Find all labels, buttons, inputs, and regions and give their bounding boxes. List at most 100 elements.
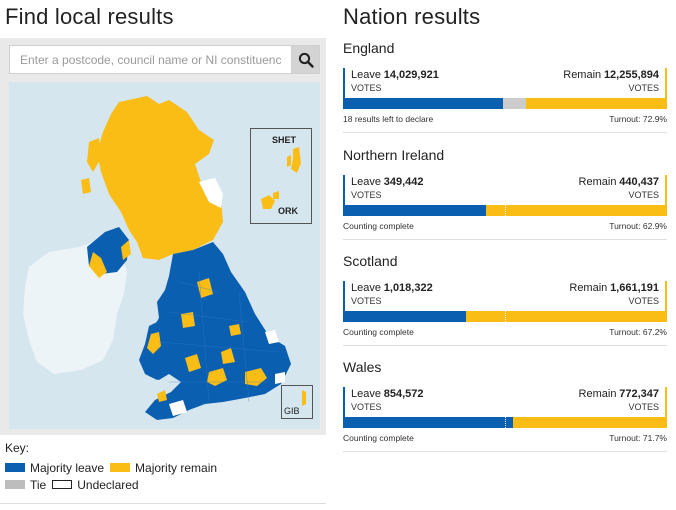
leave-bar-fill xyxy=(343,205,487,216)
nation-england: England Leave 14,029,921 VOTES Remain 12… xyxy=(343,40,667,133)
remain-total: Remain 1,661,191 VOTES xyxy=(563,281,667,311)
nation-scotland: Scotland Leave 1,018,322 VOTES Remain 1,… xyxy=(343,253,667,346)
result-bar xyxy=(343,311,667,322)
results-map[interactable]: SHET ORK GIB xyxy=(9,82,320,429)
leave-bar-fill xyxy=(343,311,467,322)
map-key: Key: Majority leave Majority remain Tie … xyxy=(5,441,217,493)
remain-bar-fill xyxy=(486,205,667,216)
result-bar xyxy=(343,205,667,216)
key-row-1: Majority leave Majority remain xyxy=(5,459,217,476)
key-undeclared-label: Undeclared xyxy=(77,477,139,492)
search-field[interactable] xyxy=(9,45,291,74)
nation-footer: 18 results left to declare Turnout: 72.9… xyxy=(343,114,667,124)
nation-footer: Counting complete Turnout: 67.2% xyxy=(343,327,667,337)
turnout: Turnout: 72.9% xyxy=(609,114,667,124)
remain-label: Remain xyxy=(578,388,617,400)
undeclared-bar-fill xyxy=(503,98,527,109)
tie-swatch xyxy=(5,480,25,489)
result-row: Leave 854,572 VOTES Remain 772,347 VOTES xyxy=(343,387,667,417)
turnout: Turnout: 71.7% xyxy=(609,433,667,443)
scotland-west-isles xyxy=(87,138,101,172)
leave-total: Leave 349,442 VOTES xyxy=(343,175,430,205)
orkney-label: ORK xyxy=(278,206,298,216)
nation-wales: Wales Leave 854,572 VOTES Remain 772,347… xyxy=(343,359,667,452)
remain-votes: 1,661,191 xyxy=(610,282,659,294)
declare-status: Counting complete xyxy=(343,433,414,443)
result-row: Leave 1,018,322 VOTES Remain 1,661,191 V… xyxy=(343,281,667,311)
leave-total: Leave 854,572 VOTES xyxy=(343,387,430,417)
moray-undeclared xyxy=(199,178,223,208)
leave-votes: 854,572 xyxy=(383,388,424,400)
votes-caption: VOTES xyxy=(351,296,382,306)
declare-status: Counting complete xyxy=(343,327,414,337)
nation-name: Scotland xyxy=(343,253,398,269)
shetland-orkney-inset[interactable]: SHET ORK xyxy=(250,128,312,224)
leave-total: Leave 1,018,322 VOTES xyxy=(343,281,439,311)
scotland xyxy=(97,96,223,260)
turnout: Turnout: 62.9% xyxy=(609,221,667,231)
remain-total: Remain 440,437 VOTES xyxy=(573,175,667,205)
leave-votes: 349,442 xyxy=(383,176,424,188)
votes-caption: VOTES xyxy=(351,83,382,93)
result-row: Leave 349,442 VOTES Remain 440,437 VOTES xyxy=(343,175,667,205)
remain-votes: 440,437 xyxy=(619,176,659,188)
votes-caption: VOTES xyxy=(628,402,659,412)
votes-caption: VOTES xyxy=(351,190,382,200)
declare-status: 18 results left to declare xyxy=(343,114,434,124)
remain-label: Remain xyxy=(563,69,602,81)
turnout: Turnout: 67.2% xyxy=(609,327,667,337)
remain-total: Remain 772,347 VOTES xyxy=(573,387,667,417)
shetland-orkney-shapes xyxy=(261,147,301,209)
nation-name: England xyxy=(343,40,395,56)
nation-results-title: Nation results xyxy=(343,4,481,29)
gibraltar-label: GIB xyxy=(284,406,300,416)
key-row-2: Tie Undeclared xyxy=(5,476,217,493)
result-bar xyxy=(343,417,667,428)
nation-divider xyxy=(343,451,667,452)
undeclared-swatch xyxy=(52,480,73,489)
uk-map[interactable] xyxy=(9,82,320,429)
key-title: Key: xyxy=(5,441,30,455)
leave-votes: 14,029,921 xyxy=(383,69,439,81)
nation-name: Northern Ireland xyxy=(343,147,445,163)
ni-remain-areas xyxy=(89,252,107,278)
remain-votes: 772,347 xyxy=(619,388,659,400)
remain-total: Remain 12,255,894 VOTES xyxy=(557,68,667,98)
leave-label: Leave xyxy=(351,69,381,81)
find-local-results-title: Find local results xyxy=(5,4,174,29)
remain-bar-fill xyxy=(513,417,667,428)
leave-label: Leave xyxy=(351,388,381,400)
london-remain xyxy=(245,368,267,386)
key-tie-label: Tie xyxy=(30,477,47,492)
leave-label: Leave xyxy=(351,282,381,294)
votes-caption: VOTES xyxy=(628,190,659,200)
remain-label: Remain xyxy=(578,176,617,188)
search-input[interactable] xyxy=(10,46,291,73)
votes-caption: VOTES xyxy=(628,83,659,93)
left-divider xyxy=(0,503,326,504)
gibraltar-inset[interactable]: GIB xyxy=(281,385,313,419)
declare-status: Counting complete xyxy=(343,221,414,231)
search-button[interactable] xyxy=(291,45,320,74)
leave-swatch xyxy=(5,463,25,472)
leave-label: Leave xyxy=(351,176,381,188)
remain-bar-fill xyxy=(526,98,667,109)
votes-caption: VOTES xyxy=(628,296,659,306)
nation-footer: Counting complete Turnout: 62.9% xyxy=(343,221,667,231)
key-leave-label: Majority leave xyxy=(30,460,105,475)
remain-swatch xyxy=(110,463,131,472)
votes-caption: VOTES xyxy=(351,402,382,412)
nation-name: Wales xyxy=(343,359,382,375)
leave-bar-fill xyxy=(343,98,504,109)
local-results-panel: SHET ORK GIB xyxy=(0,38,326,435)
nation-divider xyxy=(343,132,667,133)
nation-divider xyxy=(343,239,667,240)
nation-footer: Counting complete Turnout: 71.7% xyxy=(343,433,667,443)
leave-total: Leave 14,029,921 VOTES xyxy=(343,68,445,98)
majority-line xyxy=(505,205,506,216)
remain-label: Remain xyxy=(569,282,608,294)
nation-northern-ireland: Northern Ireland Leave 349,442 VOTES Rem… xyxy=(343,147,667,240)
nation-divider xyxy=(343,345,667,346)
gibraltar-shape xyxy=(302,390,306,406)
key-remain-label: Majority remain xyxy=(135,460,218,475)
